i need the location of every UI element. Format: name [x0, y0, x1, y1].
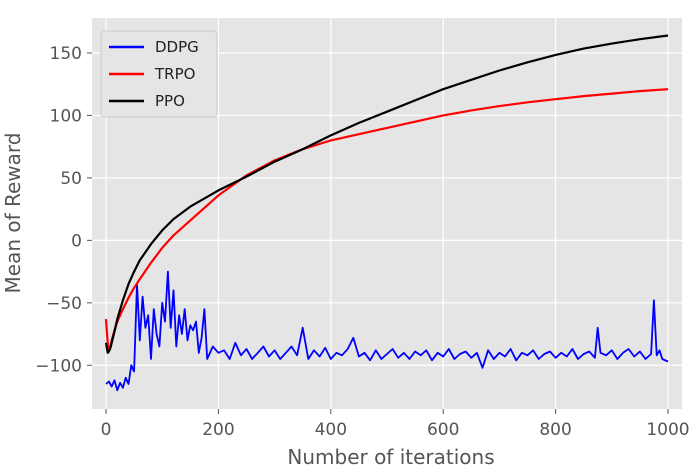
y-tick-label: 50 [60, 169, 82, 189]
legend-label-trpo: TRPO [154, 65, 195, 83]
y-tick-label: −100 [35, 356, 82, 376]
legend-label-ppo: PPO [155, 92, 185, 110]
y-tick-label: 100 [50, 106, 82, 126]
grid [92, 18, 682, 409]
legend: DDPG TRPO PPO [100, 30, 218, 118]
y-tick-label: 0 [71, 231, 82, 251]
x-tick-label: 600 [427, 420, 459, 440]
x-tick-label: 800 [539, 420, 571, 440]
x-tick-label: 400 [315, 420, 347, 440]
x-tick-label: 200 [202, 420, 234, 440]
x-tick-label: 0 [101, 420, 112, 440]
y-tick-label: −50 [46, 294, 82, 314]
y-axis-label: Mean of Reward [1, 133, 25, 294]
x-axis-label: Number of iterations [287, 445, 494, 468]
ticks: 0 200 400 600 800 1000 −100 −50 0 50 100 150 [35, 44, 689, 440]
series-line-ddpg [105, 270, 669, 392]
y-tick-label: 150 [50, 44, 82, 64]
series-layer [104, 34, 669, 392]
legend-label-ddpg: DDPG [155, 38, 199, 56]
x-tick-label: 1000 [646, 420, 689, 440]
legend-box [100, 30, 218, 118]
series-line-ppo [104, 34, 669, 354]
